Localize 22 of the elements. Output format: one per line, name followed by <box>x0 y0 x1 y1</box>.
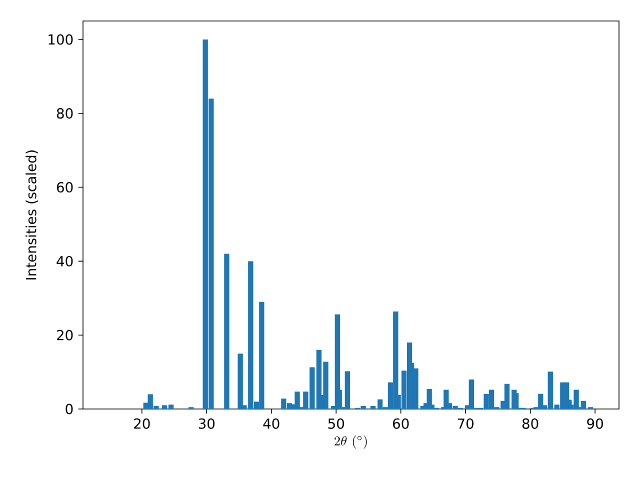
x-tick-label: 50 <box>328 418 344 429</box>
y-tick-label: 60 <box>56 182 73 193</box>
y-axis-title: Intensities (scaled) <box>26 150 38 280</box>
x-tick-label: 80 <box>522 418 538 429</box>
bar <box>224 254 230 409</box>
bar <box>238 354 243 409</box>
bar <box>504 384 510 409</box>
y-tick-label: 20 <box>57 330 73 340</box>
x-tick-label: 60 <box>392 418 409 429</box>
x-tick-label: 20 <box>134 418 150 429</box>
y-tick-label: 40 <box>56 256 73 266</box>
y-tick-label: 0 <box>66 404 73 414</box>
x-tick-label: 30 <box>198 418 215 429</box>
x-tick-label: 90 <box>587 418 603 429</box>
x-axis-title: $2\theta\ (^{\circ})$ <box>334 435 367 449</box>
bar <box>468 379 474 409</box>
bar <box>580 400 586 409</box>
x-tick-label: 70 <box>458 418 474 429</box>
y-tick-label: 80 <box>56 108 73 119</box>
y-tick-label: 100 <box>48 34 73 45</box>
bar <box>370 406 376 409</box>
x-tick-label: 40 <box>263 418 280 429</box>
